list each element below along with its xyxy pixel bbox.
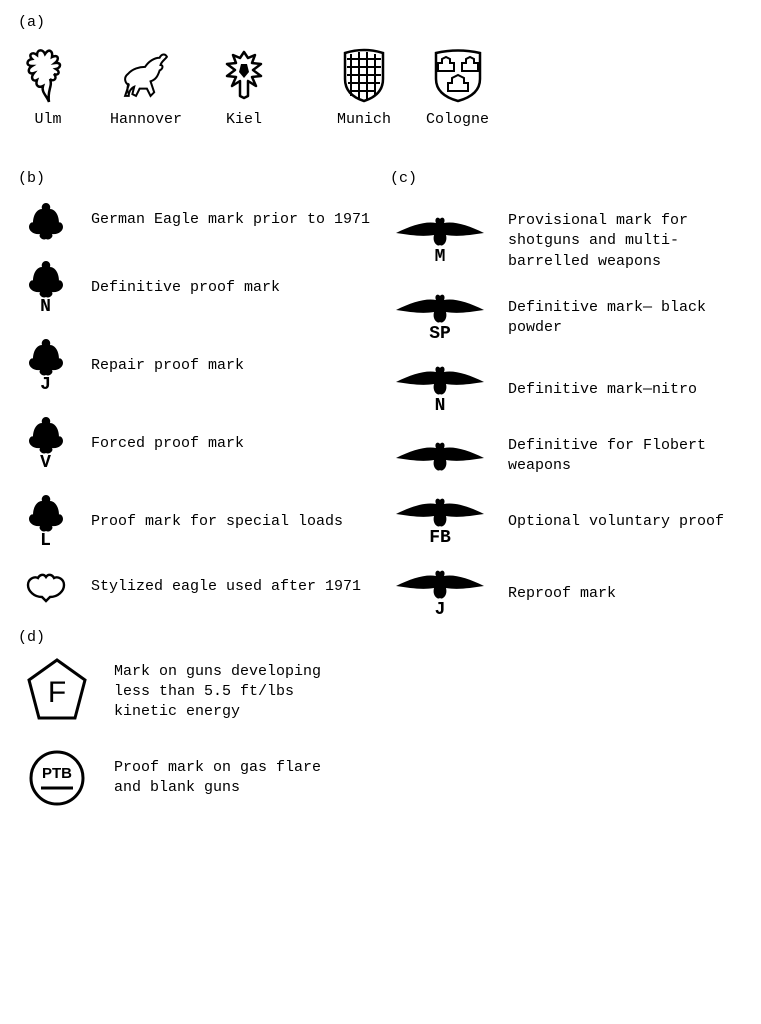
b-item-5-desc: Stylized eagle used after 1971: [91, 577, 361, 597]
b-item-5: Stylized eagle used after 1971: [18, 571, 378, 603]
kiel-icon: [214, 45, 274, 105]
munich-icon: [334, 45, 394, 105]
eagle-spread-icon: [390, 440, 490, 472]
eagle-spread-fb-icon: FB: [390, 496, 490, 548]
b-item-1-desc: Definitive proof mark: [91, 278, 280, 298]
c-item-0: M Provisional mark for shotguns and mult…: [390, 211, 743, 272]
eagle-solid-v-icon: V: [18, 415, 73, 473]
section-c: M Provisional mark for shotguns and mult…: [390, 211, 743, 620]
section-b: German Eagle mark prior to 1971 N Defini…: [18, 201, 378, 603]
left-column: (b) German Eagle mark prior to 1971 N De…: [18, 170, 378, 828]
section-d-label: (d): [18, 629, 378, 646]
circle-ptb-icon: PTB: [18, 748, 96, 808]
section-b-label: (b): [18, 170, 378, 187]
section-a: (a) Ulm Hannover: [18, 10, 743, 148]
b-item-3-letter: V: [40, 453, 51, 473]
c-item-5-desc: Reproof mark: [508, 584, 616, 604]
b-item-1-letter: N: [40, 297, 51, 317]
b-item-4-desc: Proof mark for special loads: [91, 512, 343, 532]
eagle-spread-n-icon: N: [390, 364, 490, 416]
ulm-icon: [18, 45, 78, 105]
section-c-label: (c): [390, 170, 743, 187]
city-munich-label: Munich: [337, 111, 391, 128]
eagle-spread-sp-icon: SP: [390, 292, 490, 344]
city-hannover: Hannover: [110, 45, 182, 128]
c-item-4-letter: FB: [429, 528, 451, 548]
c-item-3: Definitive for Flobert weapons: [390, 436, 743, 477]
eagle-spread-m-icon: M: [390, 215, 490, 267]
c-item-2-desc: Definitive mark—nitro: [508, 380, 697, 400]
c-item-5: J Reproof mark: [390, 568, 743, 620]
b-item-3-desc: Forced proof mark: [91, 434, 244, 454]
eagle-solid-icon: [18, 201, 73, 239]
b-item-1: N Definitive proof mark: [18, 259, 378, 317]
c-item-3-desc: Definitive for Flobert weapons: [508, 436, 743, 477]
d-item-1-desc: Proof mark on gas flare and blank guns: [114, 758, 324, 799]
c-item-1-desc: Definitive mark— black powder: [508, 298, 743, 339]
b-item-2-desc: Repair proof mark: [91, 356, 244, 376]
city-ulm-label: Ulm: [34, 111, 61, 128]
b-item-2: J Repair proof mark: [18, 337, 378, 395]
city-cologne: Cologne: [426, 45, 489, 128]
c-item-0-letter: M: [435, 247, 446, 267]
c-item-5-letter: J: [435, 600, 446, 620]
b-item-3: V Forced proof mark: [18, 415, 378, 473]
city-ulm: Ulm: [18, 45, 78, 128]
d-item-0-letter: F: [48, 676, 66, 709]
city-kiel: Kiel: [214, 45, 274, 128]
city-cologne-label: Cologne: [426, 111, 489, 128]
b-item-4: L Proof mark for special loads: [18, 493, 378, 551]
section-a-label: (a): [18, 14, 743, 31]
cologne-icon: [428, 45, 488, 105]
city-munich: Munich: [334, 45, 394, 128]
hannover-icon: [116, 45, 176, 105]
b-item-0-desc: German Eagle mark prior to 1971: [91, 210, 370, 230]
eagle-outline-icon: [18, 571, 73, 603]
pentagon-f-icon: F: [18, 656, 96, 728]
d-item-0: F Mark on guns developing less than 5.5 …: [18, 656, 378, 728]
d-item-1: PTB Proof mark on gas flare and blank gu…: [18, 748, 378, 808]
d-item-1-letter: PTB: [42, 765, 72, 782]
c-item-4: FB Optional voluntary proof: [390, 496, 743, 548]
section-d: (d) F Mark on guns developing less than …: [18, 629, 378, 808]
right-column: (c) M Provisional mark for shotguns and …: [390, 170, 743, 640]
b-item-4-letter: L: [40, 531, 51, 551]
cities-row: Ulm Hannover Kiel: [18, 37, 743, 128]
c-item-4-desc: Optional voluntary proof: [508, 512, 724, 532]
b-item-0: German Eagle mark prior to 1971: [18, 201, 378, 239]
c-item-0-desc: Provisional mark for shotguns and multi-…: [508, 211, 743, 272]
eagle-spread-j-icon: J: [390, 568, 490, 620]
columns: (b) German Eagle mark prior to 1971 N De…: [18, 170, 743, 828]
city-hannover-label: Hannover: [110, 111, 182, 128]
d-item-0-desc: Mark on guns developing less than 5.5 ft…: [114, 662, 324, 723]
b-item-2-letter: J: [40, 375, 51, 395]
c-item-2: N Definitive mark—nitro: [390, 364, 743, 416]
c-item-2-letter: N: [435, 396, 446, 416]
eagle-solid-l-icon: L: [18, 493, 73, 551]
eagle-solid-n-icon: N: [18, 259, 73, 317]
city-kiel-label: Kiel: [226, 111, 262, 128]
c-item-1-letter: SP: [429, 324, 451, 344]
c-item-1: SP Definitive mark— black powder: [390, 292, 743, 344]
eagle-solid-j-icon: J: [18, 337, 73, 395]
